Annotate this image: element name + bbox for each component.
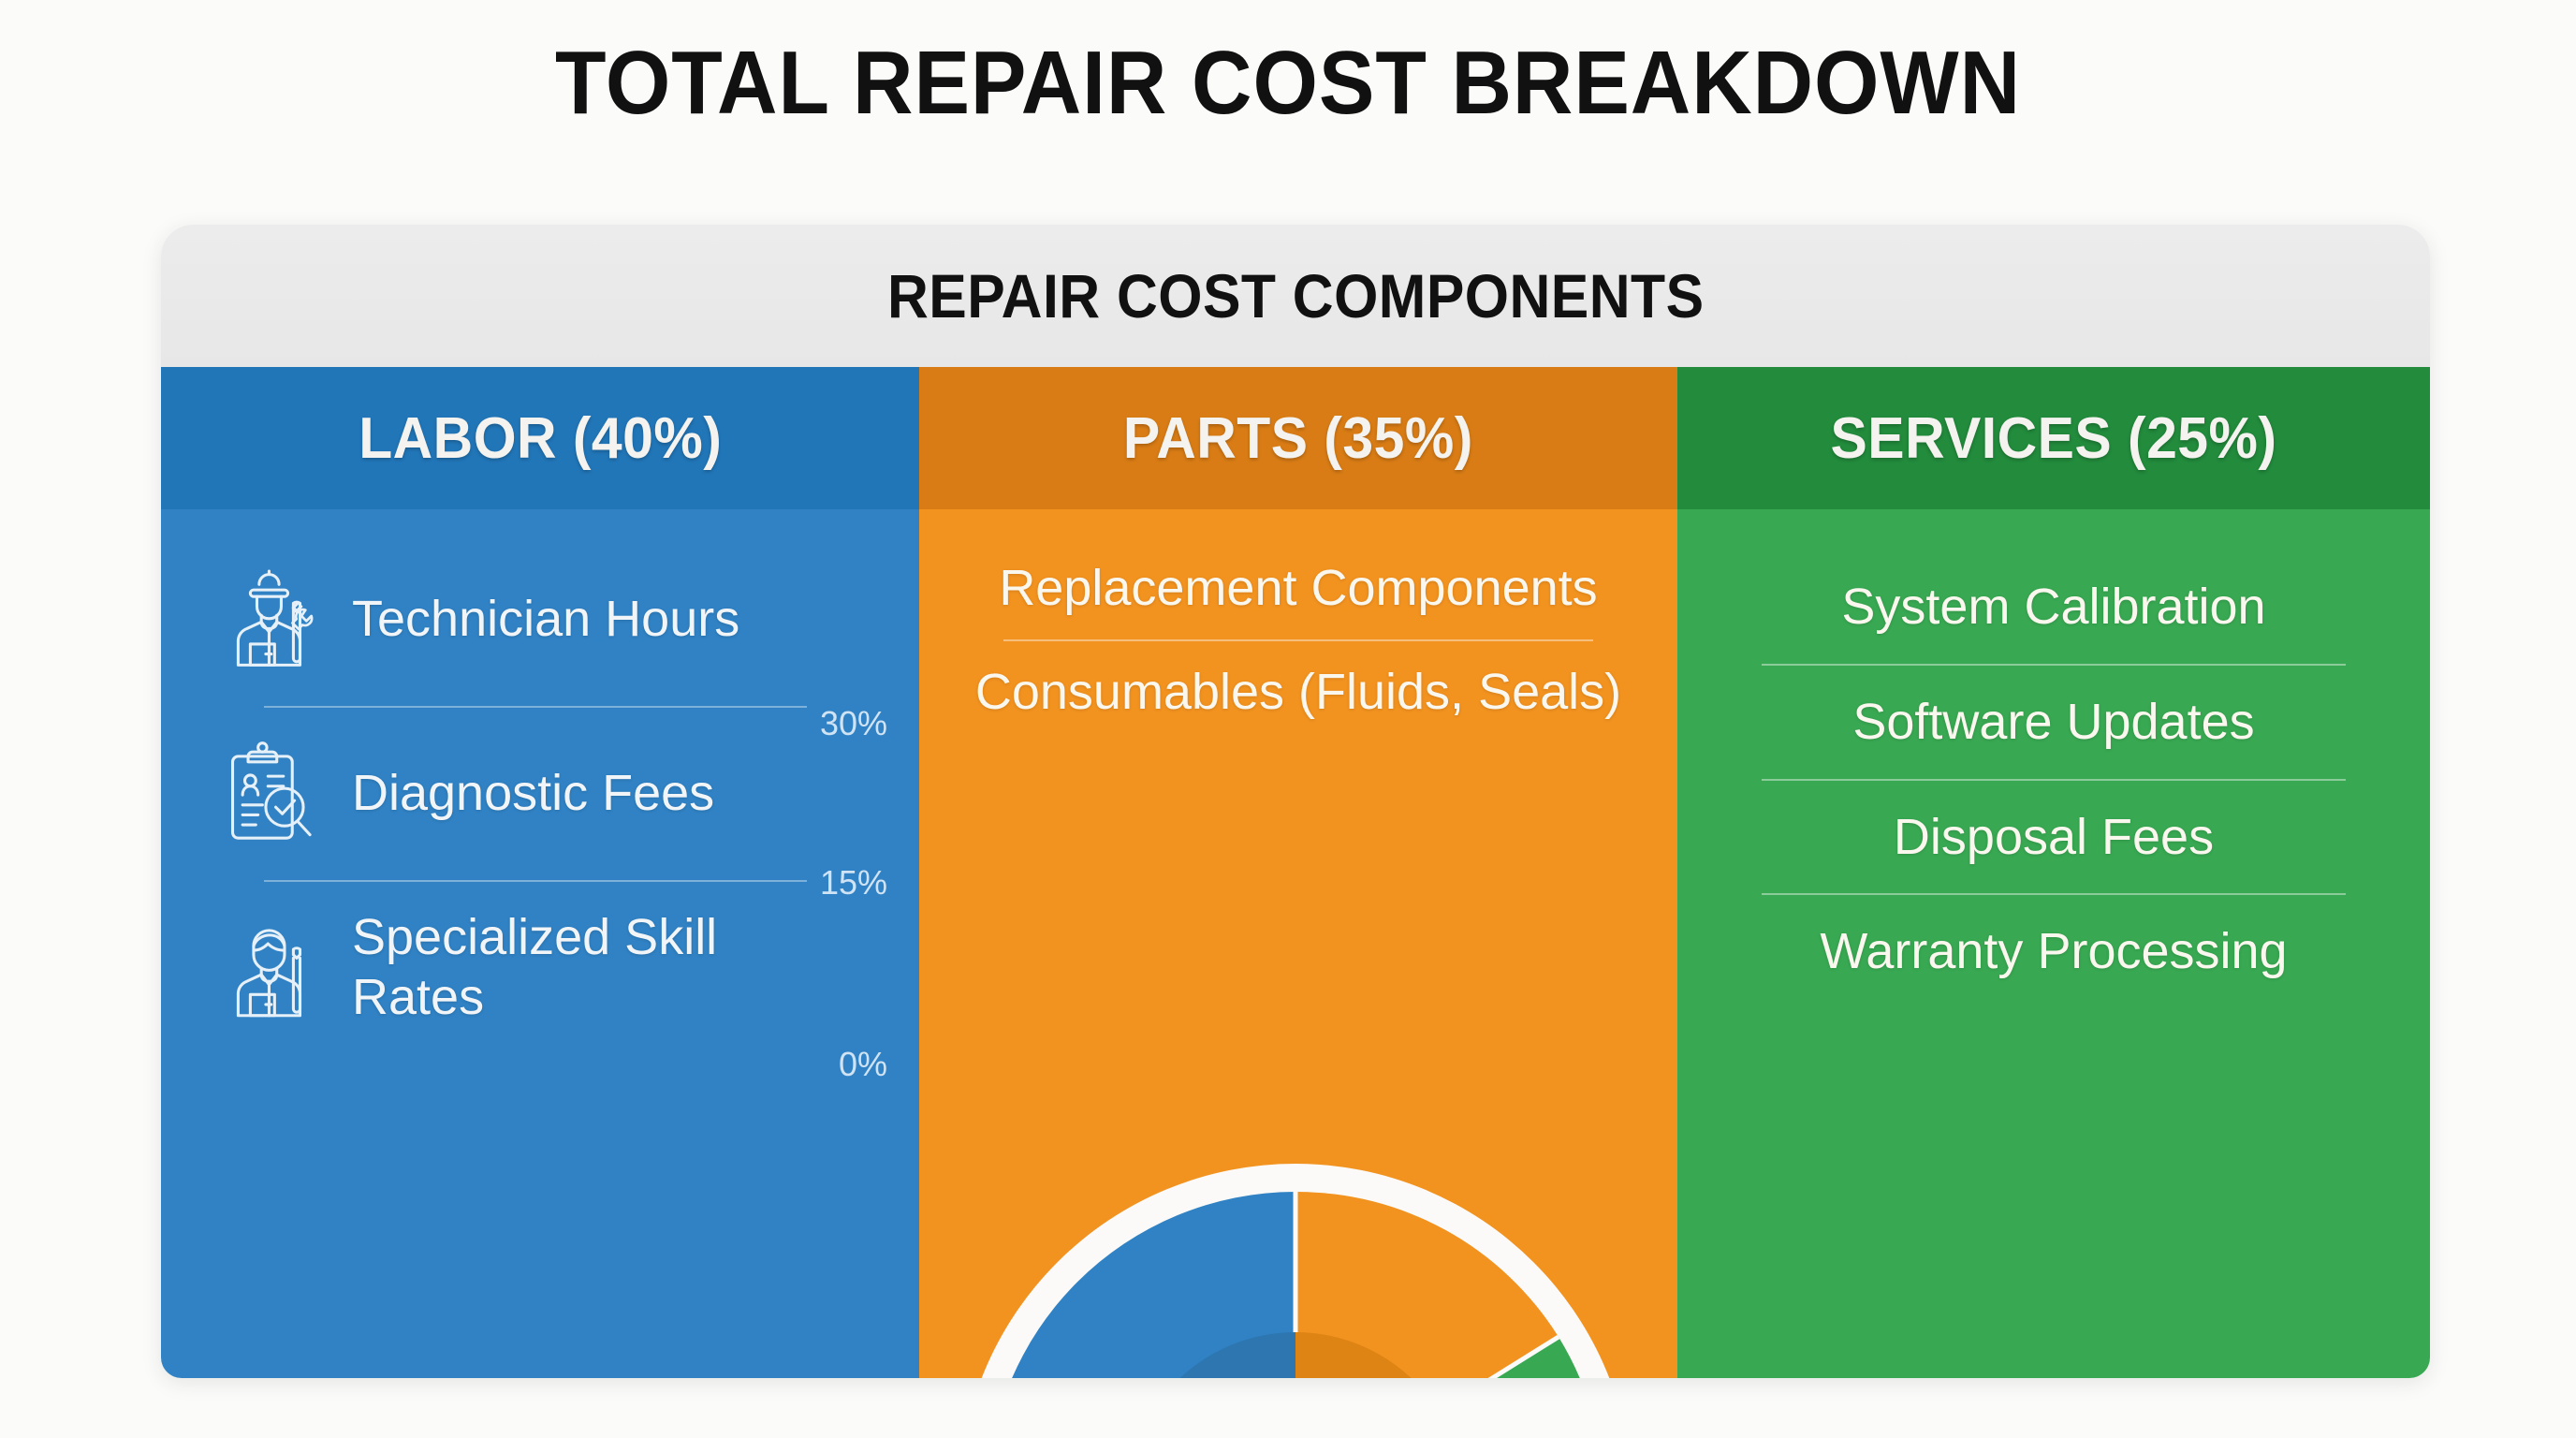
column-labor-body: Technician Hours <box>161 509 919 1378</box>
column-parts-header: PARTS (35%) <box>919 367 1677 509</box>
list-item[interactable]: Technician Hours <box>161 541 919 698</box>
column-labor[interactable]: LABOR (40%) <box>161 367 919 1378</box>
axis-tick-30: 30% <box>819 704 887 742</box>
divider <box>264 706 807 708</box>
divider <box>1762 778 2346 781</box>
labor-item-list: Technician Hours <box>161 509 919 1047</box>
column-services[interactable]: SERVICES (25%) System Calibration Softwa… <box>1677 367 2430 1378</box>
column-labor-header-label: LABOR (40%) <box>358 405 723 471</box>
list-item[interactable]: Consumables (Fluids, Seals) <box>974 663 1622 720</box>
list-item[interactable]: Disposal Fees <box>1893 808 2215 865</box>
panel-header: REPAIR COST COMPONENTS <box>161 225 2430 367</box>
technician-worker-wrench-icon <box>217 565 328 675</box>
column-services-header-label: SERVICES (25%) <box>1830 405 2277 471</box>
axis-tick-0: 0% <box>838 1045 887 1083</box>
services-item-list: System Calibration Software Updates Disp… <box>1677 509 2430 1008</box>
column-parts-body: Replacement Components Consumables (Flui… <box>919 509 1677 1378</box>
mechanic-wrench-icon <box>217 913 328 1023</box>
list-item-label: Technician Hours <box>352 591 740 648</box>
cost-columns: LABOR (40%) <box>161 367 2430 1378</box>
clipboard-magnifier-check-icon <box>217 739 328 849</box>
page-title: TOTAL REPAIR COST BREAKDOWN <box>554 33 2022 133</box>
parts-item-list: Replacement Components Consumables (Flui… <box>919 509 1677 743</box>
column-services-body: System Calibration Software Updates Disp… <box>1677 509 2430 1378</box>
list-item[interactable]: Specialized Skill Rates <box>161 889 919 1047</box>
list-item[interactable]: Replacement Components <box>999 560 1598 616</box>
repair-cost-panel: REPAIR COST COMPONENTS LABOR (40%) <box>161 225 2430 1378</box>
list-item[interactable]: Warranty Processing <box>1820 923 2288 980</box>
column-parts[interactable]: PARTS (35%) Replacement Components Consu… <box>919 367 1677 1378</box>
divider <box>1762 663 2346 666</box>
column-parts-header-label: PARTS (35%) <box>1123 405 1473 471</box>
list-item-label: Specialized Skill Rates <box>352 909 718 1025</box>
column-services-header: SERVICES (25%) <box>1677 367 2430 509</box>
list-item[interactable]: Software Updates <box>1852 693 2255 750</box>
column-labor-header: LABOR (40%) <box>161 367 919 509</box>
list-item[interactable]: System Calibration <box>1841 579 2266 635</box>
axis-tick-15: 15% <box>819 863 887 902</box>
list-item[interactable]: Diagnostic Fees <box>161 715 919 873</box>
list-item-label: Diagnostic Fees <box>352 765 715 822</box>
divider <box>1762 893 2346 896</box>
divider <box>1003 638 1593 641</box>
panel-header-title: REPAIR COST COMPONENTS <box>886 261 1705 330</box>
divider <box>264 880 807 882</box>
